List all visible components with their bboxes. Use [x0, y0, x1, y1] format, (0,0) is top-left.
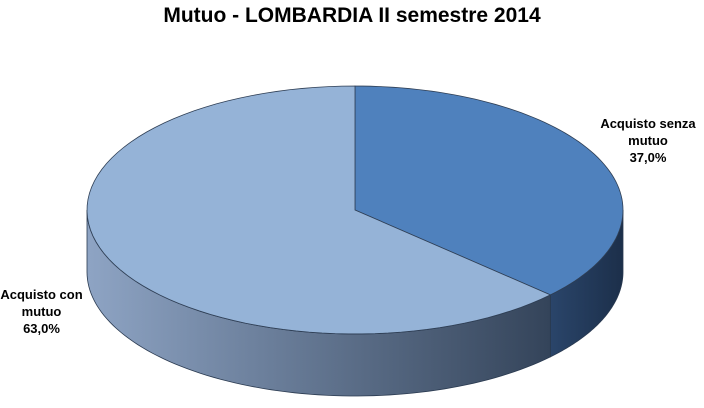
slice-label: Acquisto senza mutuo	[600, 116, 696, 148]
slice-value-label: 63,0%	[23, 321, 60, 336]
pie-slice	[86, 85, 552, 335]
slice-label: Acquisto con mutuo	[0, 287, 83, 319]
pie-slice	[354, 85, 624, 296]
chart-title: Mutuo - LOMBARDIA II semestre 2014	[163, 4, 541, 27]
slice-value-label: 37,0%	[629, 150, 667, 165]
